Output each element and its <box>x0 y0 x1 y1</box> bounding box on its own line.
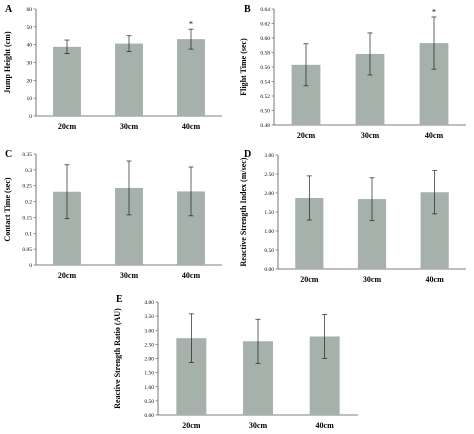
chart-b-y-tick-label: 0.64 <box>260 7 270 13</box>
chart-b-panel-letter: B <box>244 4 251 15</box>
chart-e-y-tick-label: 3.00 <box>144 328 154 334</box>
chart-a-bar-20cm <box>53 46 81 116</box>
chart-a-y-tick-label: 0 <box>29 114 32 120</box>
panel-b-flight-time: B 0.48 0.50 0.52 0.54 0.56 0.58 0.60 0.62 0.64 Fli… <box>236 0 474 140</box>
chart-d-x-tick-label: 40cm <box>426 275 445 284</box>
chart-e-y-tick-label: 1.50 <box>144 371 154 377</box>
chart-b-y-tick-label: 0.54 <box>260 80 270 86</box>
chart-a-y-tick-label: 10 <box>27 96 33 102</box>
chart-c-x-tick-label: 40cm <box>182 271 201 280</box>
chart-a-y-tick-label: 40 <box>27 43 33 49</box>
chart-e-x-tick-label: 40cm <box>316 421 335 430</box>
chart-a-error-bar-30cm <box>126 35 132 52</box>
chart-d-error-bar-40cm <box>432 170 438 215</box>
chart-b-y-tick-label: 0.62 <box>260 22 270 28</box>
chart-b-y-tick-label: 0.56 <box>260 65 270 71</box>
chart-c-x-tick-label: 30cm <box>120 271 139 280</box>
chart-d-y-tick-label: 1.00 <box>264 229 274 235</box>
chart-e-x-tick-label: 20cm <box>182 421 201 430</box>
chart-a-y-axis-label: Jump Height (cm) <box>3 31 12 94</box>
chart-d-y-tick-label: 3.00 <box>264 153 274 159</box>
chart-d-y-tick-label: 2.50 <box>264 172 274 178</box>
chart-d-panel-letter: D <box>244 149 251 160</box>
chart-a-y-tick-label: 20 <box>27 78 33 84</box>
chart-b-y-tick-label: 0.58 <box>260 51 270 57</box>
chart-b-x-tick-label: 30cm <box>361 131 380 140</box>
chart-b-svg: B 0.48 0.50 0.52 0.54 0.56 0.58 0.60 0.62 0.64 Fli… <box>239 4 466 140</box>
chart-e-y-tick-label: 0.00 <box>144 413 154 419</box>
chart-a-y-tick-label: 30 <box>27 61 33 67</box>
chart-b-y-axis-label: Flight Time (sec) <box>239 38 248 96</box>
chart-e-error-bar-40cm <box>322 314 328 359</box>
chart-a-y-tick-label: 60 <box>27 7 33 13</box>
chart-a-bar-40cm <box>177 39 205 116</box>
panel-c-contact-time: C 0 0.05 0.1 0.15 0.2 0.25 0.3 0.35 Contact Time … <box>0 145 232 285</box>
chart-b-error-bar-30cm <box>367 32 373 76</box>
chart-a-x-tick-label: 30cm <box>120 122 139 131</box>
chart-c-y-tick-label: 0.3 <box>25 168 32 174</box>
chart-a-bar-30cm <box>115 43 143 117</box>
chart-b-x-tick-label: 40cm <box>425 131 444 140</box>
chart-d-y-axis-label: Reactive Strength Index (m/sec) <box>239 157 248 266</box>
chart-e-svg: E 0.00 0.50 1.00 1.50 2.00 2.50 3.00 3.50 4.00 Rea… <box>113 294 358 430</box>
chart-c-error-bar-30cm <box>126 160 132 216</box>
panel-e-reactive-strength-ratio: E 0.00 0.50 1.00 1.50 2.00 2.50 3.00 3.50 4.00 Rea… <box>110 292 370 434</box>
chart-b-y-tick-label: 0.50 <box>260 109 270 115</box>
chart-e-x-tick-label: 30cm <box>249 421 268 430</box>
chart-b-error-bar-20cm <box>303 43 309 87</box>
chart-e-error-bar-30cm <box>255 318 261 364</box>
chart-e-y-tick-label: 1.00 <box>144 385 154 391</box>
chart-a-error-bar-20cm <box>64 39 70 54</box>
chart-d-y-tick-label: 1.50 <box>264 210 274 216</box>
chart-d-error-bar-30cm <box>369 177 375 221</box>
chart-a-x-tick-label: 40cm <box>182 122 201 131</box>
chart-b-significance-marker: * <box>432 7 436 16</box>
chart-c-error-bar-20cm <box>64 164 70 220</box>
chart-a-significance-marker: * <box>189 20 193 29</box>
chart-d-y-tick-label: 2.00 <box>264 191 274 197</box>
chart-d-x-tick-label: 30cm <box>363 275 382 284</box>
chart-b-y-tick-label: 0.60 <box>260 36 270 42</box>
chart-c-y-tick-label: 0.1 <box>25 231 32 237</box>
chart-d-y-tick-label: 0.00 <box>264 267 274 273</box>
chart-c-y-tick-label: 0.25 <box>22 184 32 190</box>
chart-c-y-tick-label: 0.15 <box>22 215 32 221</box>
chart-c-y-tick-label: 0.05 <box>22 247 32 253</box>
chart-c-svg: C 0 0.05 0.1 0.15 0.2 0.25 0.3 0.35 Contact Time … <box>3 149 222 280</box>
chart-e-y-tick-label: 4.00 <box>144 300 154 306</box>
chart-c-y-tick-label: 0 <box>29 263 32 269</box>
chart-c-x-tick-label: 20cm <box>58 271 77 280</box>
chart-b-x-tick-label: 20cm <box>297 131 316 140</box>
chart-b-y-tick-label: 0.48 <box>260 123 270 129</box>
panel-a-jump-height: A 0 10 20 30 40 50 60 Jump Height (cm) 20cm 30cm * 4… <box>0 0 232 140</box>
chart-a-panel-letter: A <box>5 4 13 15</box>
chart-d-y-tick-label: 0.50 <box>264 248 274 254</box>
chart-c-y-axis-label: Contact Time (sec) <box>3 177 12 241</box>
chart-e-panel-letter: E <box>116 294 123 305</box>
chart-b-error-bar-40cm <box>431 16 437 70</box>
chart-d-error-bar-20cm <box>306 175 312 221</box>
chart-e-y-axis-label: Reactive Strength Ratio (AU) <box>113 308 122 409</box>
chart-d-x-tick-label: 20cm <box>300 275 319 284</box>
chart-c-y-tick-label: 0.2 <box>25 200 32 206</box>
chart-e-y-tick-label: 2.00 <box>144 357 154 363</box>
chart-a-x-tick-label: 20cm <box>58 122 77 131</box>
chart-e-y-tick-label: 0.50 <box>144 399 154 405</box>
chart-e-error-bar-20cm <box>188 313 194 363</box>
chart-c-panel-letter: C <box>5 149 12 160</box>
chart-a-y-tick-label: 50 <box>27 25 33 31</box>
chart-b-y-tick-label: 0.52 <box>260 94 270 100</box>
chart-a-svg: A 0 10 20 30 40 50 60 Jump Height (cm) 20cm 30cm * 4… <box>3 4 222 131</box>
chart-e-y-tick-label: 2.50 <box>144 342 154 348</box>
chart-c-error-bar-40cm <box>188 166 194 217</box>
chart-c-y-tick-label: 0.35 <box>22 152 32 158</box>
chart-d-svg: D 0.00 0.50 1.00 1.50 2.00 2.50 3.00 Reactive St… <box>239 149 466 284</box>
panel-d-reactive-strength-index: D 0.00 0.50 1.00 1.50 2.00 2.50 3.00 Reactive St… <box>236 145 474 285</box>
chart-e-y-tick-label: 3.50 <box>144 314 154 320</box>
chart-a-error-bar-40cm <box>188 28 194 50</box>
